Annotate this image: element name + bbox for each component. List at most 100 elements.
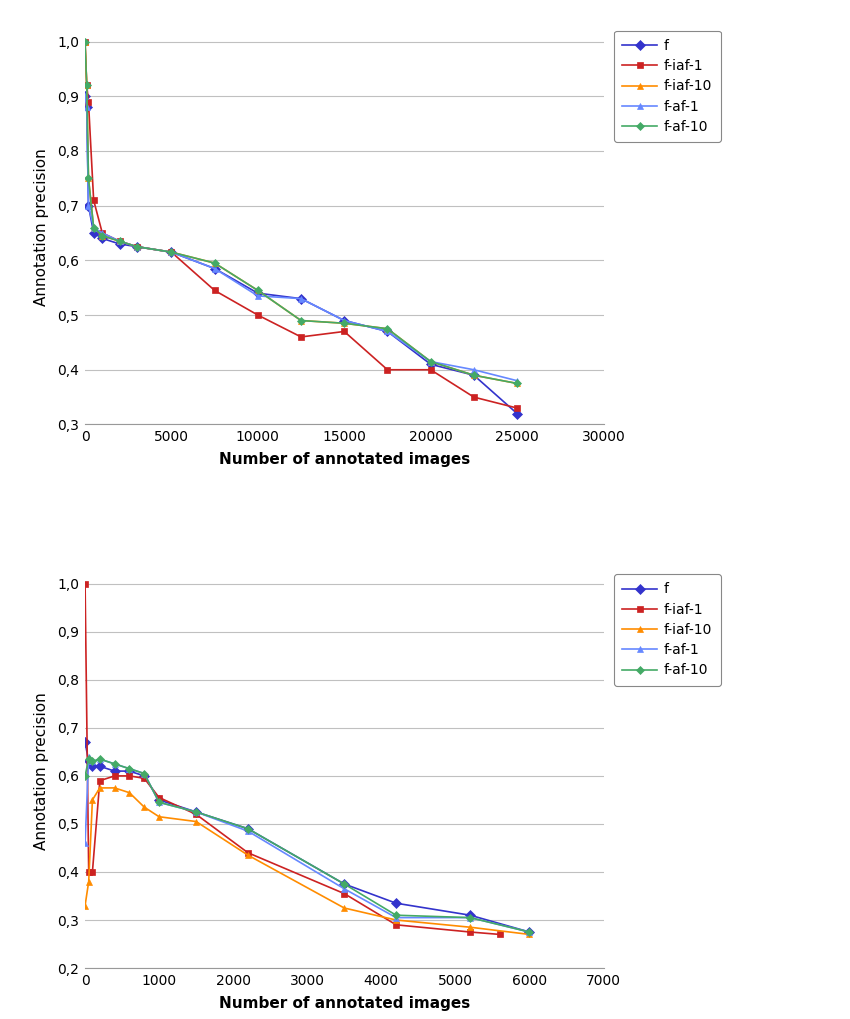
f-af-1 [115, 235, 125, 248]
f-iaf-10 [209, 257, 219, 269]
f-iaf-1 [339, 888, 349, 900]
f-iaf-10 [524, 928, 535, 941]
f-iaf-10 [154, 811, 164, 823]
f [83, 755, 94, 767]
Legend: f, f-iaf-1, f-iaf-10, f-af-1, f-af-10: f, f-iaf-1, f-iaf-10, f-af-1, f-af-10 [614, 31, 721, 143]
f [209, 263, 219, 275]
f [154, 794, 164, 806]
f-af-1 [209, 263, 219, 275]
f-iaf-10 [97, 229, 107, 242]
f-af-1 [139, 767, 150, 780]
f-iaf-10 [252, 284, 263, 297]
f-iaf-1 [339, 325, 349, 337]
f-iaf-10 [191, 815, 201, 827]
Legend: f, f-iaf-1, f-iaf-10, f-af-1, f-af-10: f, f-iaf-1, f-iaf-10, f-af-1, f-af-10 [614, 574, 721, 686]
f-af-1 [339, 882, 349, 895]
f-iaf-10 [88, 794, 98, 806]
f-af-10 [83, 753, 94, 765]
f-af-1 [465, 912, 475, 924]
f-iaf-10 [339, 902, 349, 914]
f-af-10 [469, 369, 479, 381]
f-iaf-10 [124, 787, 134, 799]
f [83, 200, 94, 212]
f-iaf-1 [469, 391, 479, 404]
f-iaf-1 [391, 919, 401, 931]
f [339, 315, 349, 327]
f-iaf-1 [110, 769, 120, 782]
f-af-1 [469, 364, 479, 376]
f-af-10 [339, 878, 349, 891]
f-af-10 [191, 806, 201, 818]
f [115, 237, 125, 250]
f [339, 878, 349, 891]
f-af-10 [83, 172, 94, 184]
f-iaf-10 [465, 921, 475, 933]
Line: f-af-1: f-af-1 [82, 753, 533, 935]
f-iaf-1 [94, 774, 105, 787]
f-af-1 [124, 762, 134, 774]
f [88, 760, 98, 772]
f-iaf-1 [512, 401, 522, 414]
f-af-1 [82, 101, 92, 113]
f [243, 822, 253, 835]
f-iaf-1 [97, 227, 107, 239]
f-iaf-10 [82, 79, 92, 92]
f-af-10 [209, 257, 219, 269]
Line: f: f [82, 739, 533, 935]
Y-axis label: Annotation precision: Annotation precision [34, 149, 49, 307]
f-iaf-10 [110, 782, 120, 794]
f [110, 765, 120, 777]
f [94, 760, 105, 772]
Line: f-af-10: f-af-10 [82, 756, 532, 934]
f-iaf-1 [124, 769, 134, 782]
f-iaf-1 [167, 246, 177, 258]
Line: f-iaf-10: f-iaf-10 [82, 785, 533, 937]
f-af-10 [167, 246, 177, 258]
f-iaf-1 [465, 926, 475, 938]
f-iaf-1 [88, 866, 98, 878]
f-iaf-10 [83, 172, 94, 184]
f-iaf-1 [88, 194, 99, 206]
f [80, 90, 90, 102]
f-iaf-10 [391, 914, 401, 926]
f-af-10 [82, 79, 92, 92]
f [469, 369, 479, 381]
f-af-10 [110, 758, 120, 770]
f-af-1 [524, 926, 535, 938]
f-af-10 [97, 229, 107, 242]
f-af-1 [94, 753, 105, 765]
f-af-1 [83, 751, 94, 763]
Line: f-af-1: f-af-1 [82, 93, 520, 384]
f-af-10 [339, 317, 349, 329]
f [382, 325, 393, 337]
f-iaf-10 [132, 240, 142, 253]
f [132, 240, 142, 253]
f [524, 926, 535, 938]
f-iaf-1 [243, 847, 253, 859]
f [391, 897, 401, 909]
f-iaf-1 [382, 364, 393, 376]
f-af-10 [154, 796, 164, 808]
f-af-10 [132, 240, 142, 253]
f-iaf-1 [83, 96, 94, 108]
f-af-10 [426, 356, 436, 368]
f [124, 765, 134, 777]
f-iaf-10 [339, 317, 349, 329]
f-iaf-10 [88, 221, 99, 233]
f-af-1 [252, 289, 263, 302]
f-iaf-10 [296, 315, 306, 327]
f-af-1 [167, 246, 177, 258]
f [191, 806, 201, 818]
f-af-1 [339, 315, 349, 327]
f-af-1 [110, 758, 120, 770]
X-axis label: Number of annotated images: Number of annotated images [218, 452, 470, 468]
f-iaf-1 [132, 240, 142, 253]
f [465, 909, 475, 921]
Line: f-iaf-1: f-iaf-1 [82, 38, 520, 412]
f-iaf-10 [167, 246, 177, 258]
f-iaf-10 [426, 356, 436, 368]
f-iaf-10 [80, 900, 90, 912]
f-af-10 [391, 909, 401, 921]
Line: f-af-10: f-af-10 [82, 39, 520, 386]
f-iaf-10 [243, 849, 253, 861]
